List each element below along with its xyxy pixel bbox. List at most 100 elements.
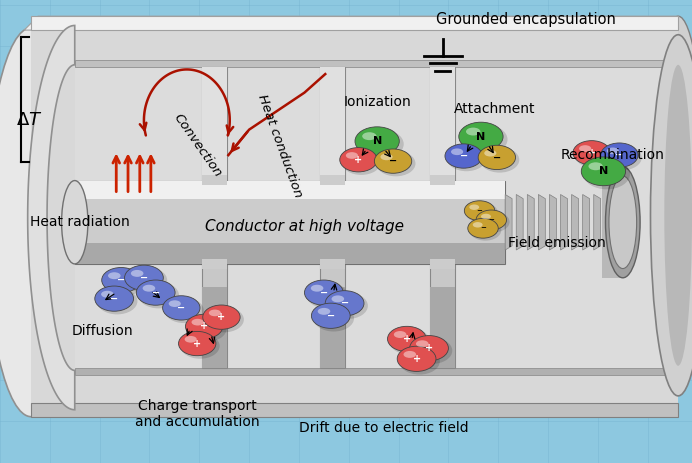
Polygon shape <box>549 194 556 250</box>
Text: Convection: Convection <box>170 112 224 180</box>
Ellipse shape <box>459 122 503 151</box>
Ellipse shape <box>451 149 463 155</box>
Ellipse shape <box>652 16 692 354</box>
Text: −: − <box>459 151 468 161</box>
Polygon shape <box>538 194 545 250</box>
Ellipse shape <box>342 150 381 175</box>
Text: +: + <box>588 148 596 158</box>
Ellipse shape <box>346 152 358 159</box>
Ellipse shape <box>481 214 491 219</box>
Ellipse shape <box>311 285 323 292</box>
Ellipse shape <box>131 270 143 277</box>
Text: −: − <box>480 225 486 231</box>
Text: Attachment: Attachment <box>454 102 536 116</box>
Ellipse shape <box>403 351 416 358</box>
Polygon shape <box>430 67 455 368</box>
Ellipse shape <box>181 333 219 359</box>
Ellipse shape <box>340 148 377 172</box>
Ellipse shape <box>480 147 519 173</box>
Ellipse shape <box>575 143 614 168</box>
Polygon shape <box>583 194 590 250</box>
Polygon shape <box>31 30 678 403</box>
Polygon shape <box>516 194 523 250</box>
Text: −: − <box>327 311 335 321</box>
Text: −: − <box>477 208 482 213</box>
Ellipse shape <box>664 65 692 366</box>
Ellipse shape <box>477 212 509 232</box>
Text: $\Delta T$: $\Delta T$ <box>16 112 42 129</box>
Ellipse shape <box>304 280 343 305</box>
Ellipse shape <box>573 141 610 165</box>
Ellipse shape <box>108 272 120 279</box>
Polygon shape <box>31 403 678 417</box>
Ellipse shape <box>416 340 428 347</box>
Polygon shape <box>75 368 678 375</box>
Text: +: + <box>200 321 208 332</box>
Polygon shape <box>31 16 678 417</box>
Ellipse shape <box>102 268 140 293</box>
Ellipse shape <box>476 210 507 230</box>
Ellipse shape <box>165 298 203 323</box>
Ellipse shape <box>381 154 392 160</box>
Ellipse shape <box>205 307 244 332</box>
Ellipse shape <box>466 128 480 136</box>
Ellipse shape <box>469 220 501 241</box>
Text: Heat conduction: Heat conduction <box>255 93 305 199</box>
Ellipse shape <box>143 285 155 292</box>
Polygon shape <box>320 259 345 269</box>
Polygon shape <box>594 194 601 250</box>
Text: +: + <box>354 155 363 165</box>
Ellipse shape <box>376 151 415 176</box>
Text: −: − <box>152 288 160 298</box>
Polygon shape <box>75 181 505 199</box>
Text: −: − <box>615 150 623 160</box>
Text: −: − <box>117 275 125 285</box>
Polygon shape <box>202 287 227 368</box>
Ellipse shape <box>355 127 399 156</box>
Ellipse shape <box>445 144 482 168</box>
Ellipse shape <box>203 305 240 329</box>
Ellipse shape <box>325 291 364 316</box>
Ellipse shape <box>603 145 641 170</box>
Polygon shape <box>75 243 505 264</box>
Text: −: − <box>177 303 185 313</box>
Ellipse shape <box>374 149 412 173</box>
Polygon shape <box>202 259 227 269</box>
Ellipse shape <box>601 143 638 167</box>
Ellipse shape <box>484 150 496 156</box>
Ellipse shape <box>412 338 453 364</box>
Text: Heat radiation: Heat radiation <box>30 215 129 229</box>
Text: Drift due to electric field: Drift due to electric field <box>299 421 469 435</box>
Polygon shape <box>572 194 579 250</box>
Ellipse shape <box>390 328 430 355</box>
Polygon shape <box>75 181 505 264</box>
Ellipse shape <box>163 296 200 320</box>
Ellipse shape <box>362 132 376 140</box>
Text: −: − <box>493 152 501 163</box>
Ellipse shape <box>478 145 516 169</box>
Text: +: + <box>193 338 201 349</box>
Polygon shape <box>320 67 345 185</box>
Ellipse shape <box>588 163 603 170</box>
Polygon shape <box>430 175 455 185</box>
Polygon shape <box>320 287 345 368</box>
Text: N: N <box>372 136 382 146</box>
Polygon shape <box>202 67 227 368</box>
Ellipse shape <box>0 28 76 417</box>
Ellipse shape <box>447 146 486 171</box>
Text: −: − <box>140 273 148 283</box>
Text: +: + <box>412 354 421 364</box>
Polygon shape <box>75 65 678 370</box>
Polygon shape <box>28 25 75 410</box>
Ellipse shape <box>468 219 498 238</box>
Ellipse shape <box>399 348 440 375</box>
Ellipse shape <box>192 319 203 325</box>
Ellipse shape <box>607 148 619 154</box>
Polygon shape <box>505 194 512 250</box>
Polygon shape <box>202 67 227 185</box>
Polygon shape <box>527 194 534 250</box>
Text: +: + <box>403 334 411 344</box>
Text: Ionization: Ionization <box>343 95 411 109</box>
Ellipse shape <box>169 300 181 307</box>
Text: N: N <box>599 166 608 176</box>
